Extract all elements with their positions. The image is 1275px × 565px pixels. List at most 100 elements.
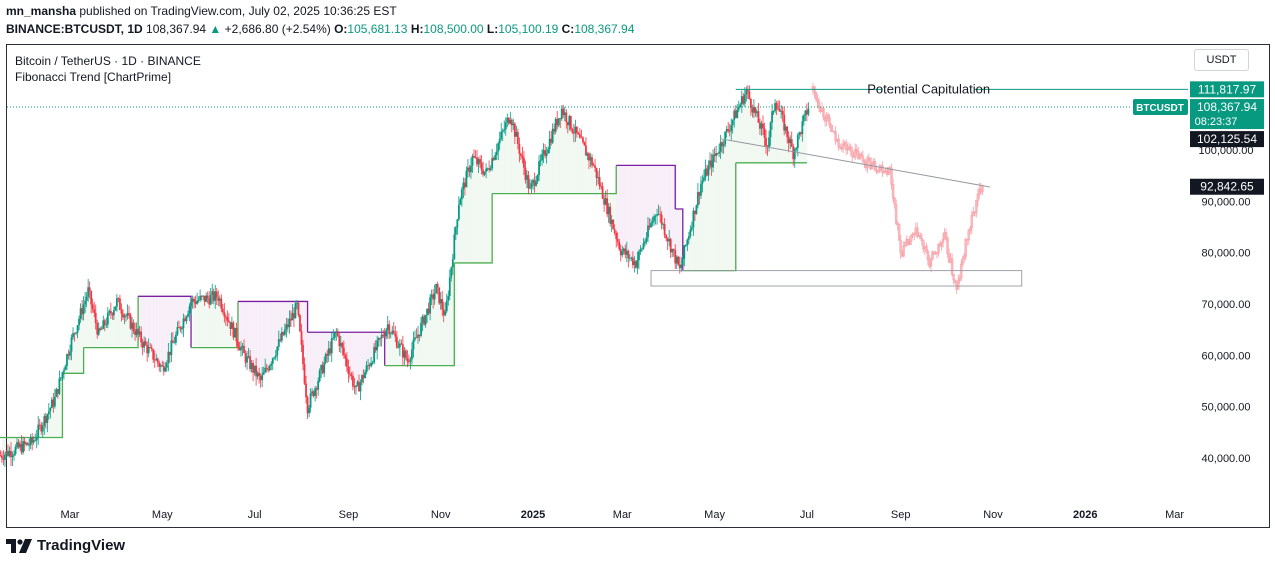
author-name[interactable]: mn_mansha	[6, 4, 77, 18]
candle-body	[187, 313, 189, 317]
candle-body	[2, 458, 5, 460]
candle-body	[191, 298, 194, 302]
candle-body	[49, 408, 52, 412]
candle-body	[591, 157, 593, 166]
candle-body	[710, 160, 713, 168]
candle-body	[721, 142, 724, 147]
candle-body	[592, 165, 595, 167]
projection-body	[826, 114, 830, 119]
fib-fill	[652, 165, 656, 221]
candle-body	[647, 225, 649, 238]
candle-body	[249, 356, 251, 369]
candle-body	[429, 297, 432, 314]
indicator-name[interactable]: Fibonacci Trend [ChartPrime]	[15, 70, 172, 84]
projection-body	[969, 227, 972, 231]
candle-body	[264, 367, 267, 373]
fib-fill	[247, 301, 251, 360]
fib-fill	[280, 301, 284, 341]
fib-fill	[307, 332, 311, 407]
projection-body	[940, 241, 943, 247]
candle-body	[274, 355, 277, 358]
candle-body	[223, 312, 226, 317]
projection-body	[935, 252, 939, 255]
currency-button[interactable]: USDT	[1194, 49, 1249, 71]
candle-body	[196, 300, 198, 304]
fib-fill	[770, 126, 774, 163]
candle-body	[483, 171, 486, 175]
candle-body	[158, 362, 161, 367]
candle-body	[55, 389, 58, 397]
fib-fill	[719, 147, 723, 271]
candle-body	[663, 224, 666, 236]
candle-body	[804, 110, 807, 116]
fib-fill	[322, 332, 326, 368]
candle-body	[551, 128, 554, 143]
candle-body	[519, 153, 522, 156]
fib-fill	[767, 144, 771, 163]
candle-body	[184, 318, 186, 321]
projection-body	[816, 98, 819, 103]
candle-body	[678, 264, 681, 269]
candle-body	[141, 342, 144, 348]
candle-body	[802, 115, 805, 122]
candle-body	[116, 298, 118, 307]
candle-body	[250, 363, 253, 369]
candle-body	[749, 98, 752, 108]
candle-body	[677, 256, 680, 265]
candle-body	[164, 367, 167, 372]
projection-body	[964, 238, 967, 257]
candle-body	[577, 133, 580, 135]
candle-body	[485, 168, 487, 172]
candle-body	[91, 304, 94, 310]
fib-fill	[116, 301, 121, 348]
candle-body	[411, 349, 413, 360]
fib-fill	[625, 165, 629, 254]
fib-fill	[661, 165, 665, 222]
fib-fill	[752, 106, 756, 163]
candle-body	[72, 333, 74, 338]
candle-body	[146, 344, 149, 354]
candle-body	[515, 131, 518, 137]
candle-body	[418, 334, 421, 336]
projection-body	[814, 92, 818, 100]
candle-body	[615, 232, 618, 240]
candle-body	[126, 313, 129, 317]
x-tick-label: Nov	[983, 509, 1003, 521]
fib-fill	[119, 306, 124, 348]
fib-fill	[779, 112, 783, 163]
fib-fill	[543, 155, 547, 194]
projection-body	[944, 232, 948, 239]
candle-body	[341, 343, 344, 348]
fib-fill	[428, 307, 432, 366]
candle-body	[238, 346, 241, 351]
candle-body	[380, 334, 383, 339]
candle-body	[565, 112, 568, 123]
candle-body	[486, 168, 489, 170]
candle-body	[657, 213, 660, 215]
candle-body	[120, 309, 123, 314]
candle-body	[526, 175, 528, 180]
candle-body	[347, 366, 350, 374]
candle-body	[352, 376, 354, 387]
tradingview-logo[interactable]: TradingView	[6, 537, 125, 554]
candle-body	[510, 120, 513, 126]
candle-body	[1, 455, 3, 459]
fib-fill	[204, 298, 208, 348]
candle-body	[563, 112, 566, 116]
projection-body	[829, 124, 833, 132]
candle-body	[724, 131, 727, 145]
fib-fill	[537, 171, 541, 194]
fib-fill	[501, 136, 505, 194]
fib-fill	[159, 296, 163, 365]
candle-body	[405, 350, 407, 359]
fib-fill	[298, 301, 302, 321]
candle-body	[489, 168, 492, 170]
candle-body	[70, 337, 73, 352]
fib-fill	[165, 296, 169, 362]
candle-body	[415, 337, 418, 339]
candle-body	[47, 411, 50, 415]
candle-body	[595, 167, 598, 178]
fib-fill	[477, 162, 481, 263]
candle-body	[709, 160, 711, 166]
